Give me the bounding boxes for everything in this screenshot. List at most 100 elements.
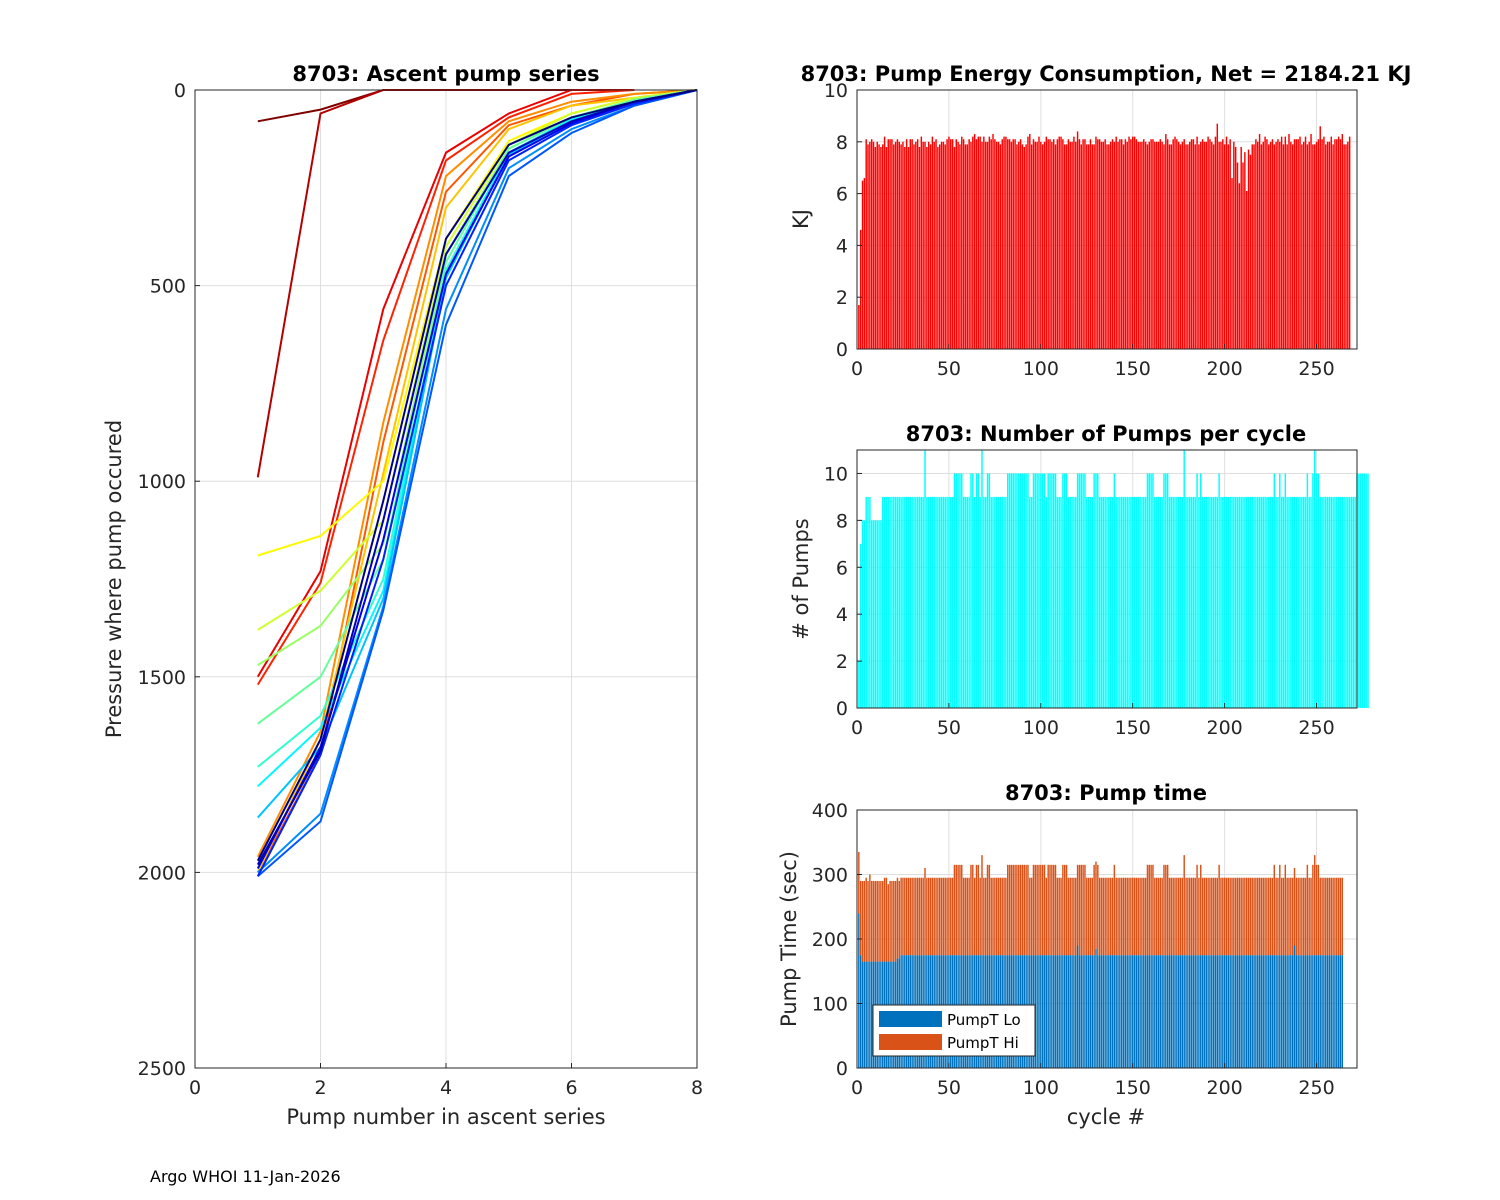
pumps-bar bbox=[931, 496, 934, 708]
y-tick-label: 4 bbox=[836, 604, 848, 626]
energy-bar bbox=[1082, 139, 1084, 349]
pumps-bar bbox=[1361, 473, 1364, 708]
energy-bar bbox=[1157, 141, 1160, 349]
energy-bar bbox=[1216, 123, 1219, 349]
pumps-bar bbox=[1117, 496, 1119, 708]
energy-bar bbox=[1306, 144, 1309, 349]
energy-bar bbox=[1179, 144, 1182, 349]
energy-bar bbox=[959, 144, 961, 349]
pumpt-hi-bar bbox=[1163, 864, 1165, 956]
pumps-bar bbox=[1200, 473, 1202, 708]
pumpt-hi-bar bbox=[870, 880, 873, 962]
energy-bar bbox=[896, 139, 899, 349]
pumpt-lo-bar bbox=[1315, 955, 1318, 1069]
energy-bar bbox=[1041, 144, 1044, 349]
pumpt-hi-bar bbox=[1051, 864, 1053, 956]
energy-bar bbox=[1334, 139, 1336, 349]
x-tick-label: 250 bbox=[1298, 717, 1334, 739]
pumpt-hi-bar bbox=[882, 880, 884, 962]
pumpt-hi-bar bbox=[1067, 877, 1070, 956]
energy-bar bbox=[1165, 134, 1167, 349]
energy-bar bbox=[1251, 144, 1253, 349]
pumps-bar bbox=[869, 496, 871, 708]
pumpt-hi-bar bbox=[942, 877, 945, 956]
energy-bar bbox=[915, 141, 917, 349]
pumps-bar bbox=[1220, 496, 1222, 708]
pumpt-hi-bar bbox=[1025, 864, 1027, 956]
pumps-bar bbox=[918, 496, 921, 708]
energy-bar bbox=[1205, 141, 1207, 349]
pumpt-lo-bar bbox=[1093, 955, 1095, 1069]
number-of-pumps-chart: 0 50 100 150 200 250 0 2 4 6 8 10 8703: Number of P… bbox=[789, 422, 1369, 739]
pumpt-lo-bar bbox=[1113, 955, 1116, 1069]
pumps-bar bbox=[946, 496, 948, 708]
pumpt-hi-bar bbox=[1302, 877, 1305, 956]
pumps-bar bbox=[1271, 496, 1274, 708]
pumpt-hi-bar bbox=[1291, 877, 1294, 956]
energy-bar bbox=[1231, 178, 1233, 349]
pumpt-hi-bar bbox=[1297, 877, 1299, 956]
energy-bar bbox=[977, 136, 980, 349]
pumpt-lo-bar bbox=[1190, 955, 1193, 1069]
pumpt-hi-bar bbox=[999, 877, 1002, 956]
pumpt-lo-bar bbox=[1139, 955, 1141, 1069]
y-tick-label: 0 bbox=[836, 698, 848, 720]
pumpt-hi-bar bbox=[968, 877, 970, 956]
pumps-bar bbox=[1244, 496, 1246, 708]
pumps-bar bbox=[990, 496, 992, 708]
energy-bar bbox=[878, 144, 880, 349]
pumps-bar bbox=[962, 496, 965, 708]
pumps-bar bbox=[1115, 496, 1117, 708]
pumps-bar bbox=[1174, 496, 1176, 708]
pumpt-hi-bar bbox=[1273, 864, 1275, 956]
energy-bar bbox=[1168, 144, 1171, 349]
pumpt-lo-bar bbox=[1251, 955, 1253, 1069]
energy-bar bbox=[1348, 136, 1351, 349]
energy-bar bbox=[1258, 134, 1261, 349]
energy-bar bbox=[1177, 141, 1180, 349]
energy-bar bbox=[1185, 144, 1187, 349]
pumps-title: 8703: Number of Pumps per cycle bbox=[906, 422, 1306, 446]
ascent-series-line bbox=[256, 89, 698, 862]
pumpt-lo-bar bbox=[1258, 955, 1261, 1069]
energy-bar bbox=[1014, 139, 1016, 349]
pumps-bar bbox=[1310, 496, 1312, 708]
energy-bar bbox=[1120, 139, 1123, 349]
energy-bar bbox=[1325, 144, 1327, 349]
pumpt-lo-bar bbox=[1109, 955, 1112, 1069]
pumpt-hi-bar bbox=[1306, 864, 1309, 956]
pumps-bar bbox=[905, 496, 908, 708]
pumps-bar bbox=[1161, 496, 1163, 708]
energy-bar bbox=[1302, 141, 1305, 349]
pumpt-hi-bar bbox=[1086, 877, 1088, 956]
pumps-bar bbox=[922, 496, 924, 708]
pumpt-hi-bar bbox=[1231, 877, 1233, 956]
pumpt-hi-bar bbox=[1238, 877, 1241, 956]
energy-bar bbox=[1347, 141, 1349, 349]
pumpt-lo-bar bbox=[1166, 955, 1169, 1069]
x-tick-label: 0 bbox=[851, 717, 863, 739]
pumps-bar bbox=[1301, 496, 1303, 708]
y-tick-label: 8 bbox=[836, 510, 848, 532]
energy-bar bbox=[957, 141, 959, 349]
energy-bar bbox=[887, 139, 889, 349]
pumptime-legend: PumpT Lo PumpT Hi bbox=[872, 1004, 1036, 1057]
pumpt-hi-bar bbox=[1295, 877, 1298, 956]
energy-bar bbox=[1339, 139, 1342, 349]
pumps-bar bbox=[1047, 473, 1049, 708]
legend-label-pumpt-lo: PumpT Lo bbox=[947, 1011, 1021, 1029]
x-tick-label: 0 bbox=[189, 1077, 201, 1099]
pumpt-lo-bar bbox=[1086, 955, 1088, 1069]
pumpt-hi-bar bbox=[1019, 864, 1022, 956]
energy-bar bbox=[1207, 136, 1209, 349]
pumps-bar bbox=[896, 496, 899, 708]
pumpt-lo-bar bbox=[1150, 955, 1152, 1069]
energy-bar bbox=[937, 146, 939, 349]
pumpt-hi-bar bbox=[972, 864, 974, 956]
pumpt-lo-bar bbox=[1097, 955, 1099, 1069]
pumpt-hi-bar bbox=[964, 877, 967, 956]
energy-bar bbox=[1076, 131, 1079, 349]
pumps-bar bbox=[1205, 496, 1207, 708]
pumpt-hi-bar bbox=[1288, 877, 1290, 956]
pumps-bar bbox=[1060, 496, 1062, 708]
